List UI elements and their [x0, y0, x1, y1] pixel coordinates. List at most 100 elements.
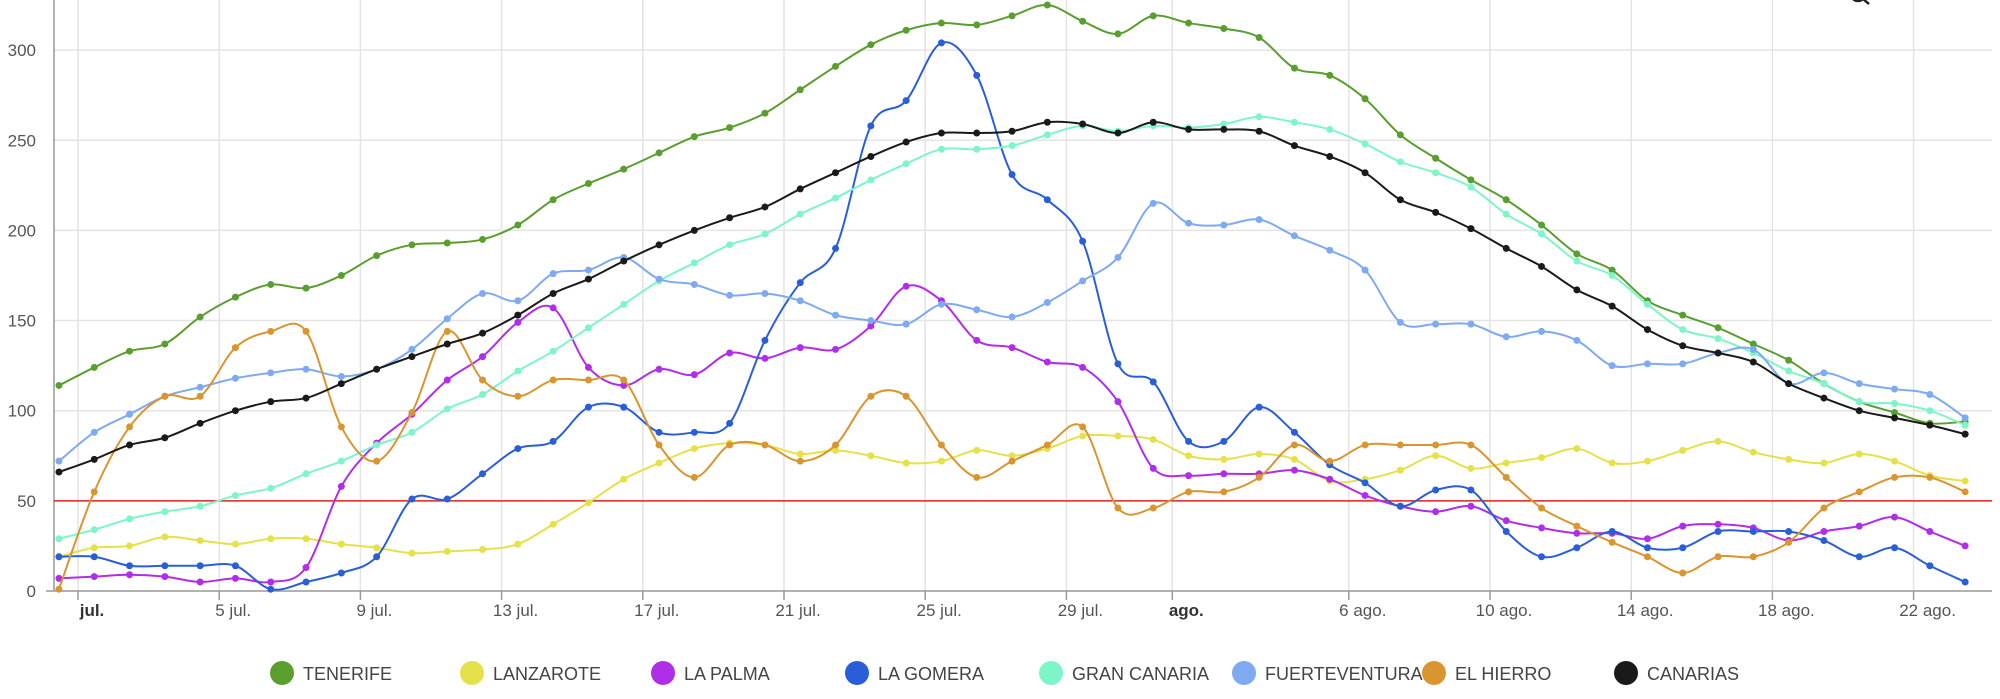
data-point[interactable] [973, 129, 981, 137]
data-point[interactable] [1432, 208, 1440, 216]
data-point[interactable] [1361, 169, 1369, 177]
data-point[interactable] [1573, 336, 1581, 344]
data-point[interactable] [1714, 437, 1722, 445]
data-point[interactable] [1079, 120, 1087, 128]
data-point[interactable] [267, 280, 275, 288]
data-point[interactable] [1961, 542, 1969, 550]
data-point[interactable] [1502, 528, 1510, 536]
data-point[interactable] [584, 499, 592, 507]
data-point[interactable] [690, 371, 698, 379]
data-point[interactable] [1961, 421, 1969, 429]
data-point[interactable] [302, 535, 310, 543]
data-point[interactable] [1396, 502, 1404, 510]
data-point[interactable] [1643, 535, 1651, 543]
data-point[interactable] [584, 266, 592, 274]
data-point[interactable] [549, 304, 557, 312]
data-point[interactable] [337, 372, 345, 380]
data-point[interactable] [1079, 363, 1087, 371]
data-point[interactable] [1396, 466, 1404, 474]
data-point[interactable] [90, 488, 98, 496]
data-point[interactable] [302, 394, 310, 402]
data-point[interactable] [1538, 221, 1546, 229]
data-point[interactable] [126, 410, 134, 418]
data-point[interactable] [1220, 488, 1228, 496]
data-point[interactable] [1573, 544, 1581, 552]
data-point[interactable] [1467, 176, 1475, 184]
data-point[interactable] [231, 293, 239, 301]
data-point[interactable] [867, 41, 875, 49]
data-point[interactable] [690, 133, 698, 141]
data-point[interactable] [1643, 457, 1651, 465]
data-point[interactable] [1820, 459, 1828, 467]
data-point[interactable] [337, 423, 345, 431]
data-point[interactable] [726, 124, 734, 132]
data-point[interactable] [1008, 344, 1016, 352]
data-point[interactable] [1961, 430, 1969, 438]
data-point[interactable] [1361, 140, 1369, 148]
data-point[interactable] [373, 365, 381, 373]
data-point[interactable] [690, 428, 698, 436]
data-point[interactable] [1185, 219, 1193, 227]
data-point[interactable] [1149, 199, 1157, 207]
data-point[interactable] [1643, 326, 1651, 334]
data-point[interactable] [196, 562, 204, 570]
data-point[interactable] [1573, 286, 1581, 294]
data-point[interactable] [1538, 504, 1546, 512]
data-point[interactable] [1079, 423, 1087, 431]
data-point[interactable] [1149, 12, 1157, 20]
data-point[interactable] [1714, 324, 1722, 332]
data-point[interactable] [973, 473, 981, 481]
data-point[interactable] [1114, 129, 1122, 137]
legend-item-el-hierro[interactable]: EL HIERRO [1422, 661, 1551, 685]
data-point[interactable] [832, 446, 840, 454]
data-point[interactable] [1361, 266, 1369, 274]
data-point[interactable] [196, 419, 204, 427]
data-point[interactable] [902, 26, 910, 34]
data-point[interactable] [1643, 553, 1651, 561]
data-point[interactable] [231, 540, 239, 548]
data-point[interactable] [690, 226, 698, 234]
data-point[interactable] [1185, 437, 1193, 445]
data-point[interactable] [1785, 356, 1793, 364]
data-point[interactable] [161, 340, 169, 348]
data-point[interactable] [761, 441, 769, 449]
data-point[interactable] [55, 457, 63, 465]
data-point[interactable] [1255, 473, 1263, 481]
data-point[interactable] [902, 320, 910, 328]
data-point[interactable] [1290, 428, 1298, 436]
data-point[interactable] [620, 300, 628, 308]
data-point[interactable] [1785, 455, 1793, 463]
data-point[interactable] [690, 445, 698, 453]
data-point[interactable] [1396, 131, 1404, 139]
data-point[interactable] [1467, 486, 1475, 494]
data-point[interactable] [1749, 528, 1757, 536]
data-point[interactable] [408, 549, 416, 557]
data-point[interactable] [514, 318, 522, 326]
data-point[interactable] [690, 259, 698, 267]
data-point[interactable] [655, 365, 663, 373]
data-point[interactable] [267, 398, 275, 406]
data-point[interactable] [902, 97, 910, 105]
data-point[interactable] [302, 578, 310, 586]
data-point[interactable] [126, 515, 134, 523]
data-point[interactable] [1114, 432, 1122, 440]
data-point[interactable] [1467, 320, 1475, 328]
data-point[interactable] [267, 369, 275, 377]
data-point[interactable] [90, 553, 98, 561]
data-point[interactable] [620, 376, 628, 384]
data-point[interactable] [937, 457, 945, 465]
data-point[interactable] [726, 214, 734, 222]
data-point[interactable] [832, 244, 840, 252]
data-point[interactable] [1255, 113, 1263, 121]
data-point[interactable] [1467, 183, 1475, 191]
data-point[interactable] [443, 495, 451, 503]
data-point[interactable] [1396, 158, 1404, 166]
data-point[interactable] [126, 423, 134, 431]
data-point[interactable] [1149, 436, 1157, 444]
data-point[interactable] [1608, 266, 1616, 274]
data-point[interactable] [1467, 225, 1475, 233]
data-point[interactable] [1043, 131, 1051, 139]
data-point[interactable] [902, 392, 910, 400]
data-point[interactable] [1008, 171, 1016, 179]
data-point[interactable] [1785, 380, 1793, 388]
